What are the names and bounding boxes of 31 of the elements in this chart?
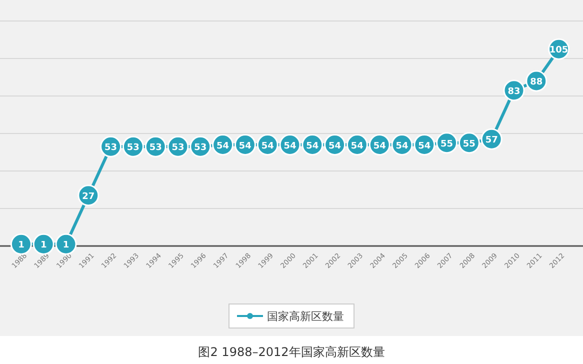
data-label: 53 (194, 143, 207, 154)
data-label: 54 (328, 141, 342, 152)
data-label: 54 (373, 141, 386, 152)
data-label: 53 (149, 143, 162, 154)
data-label: 27 (82, 192, 95, 202)
data-label: 54 (284, 141, 296, 152)
data-label: 1 (18, 240, 24, 251)
text: 图2 1988–2012年国家高新区数量 (198, 345, 385, 359)
data-label: 54 (306, 141, 319, 152)
data-label: 53 (172, 143, 184, 154)
data-label: 54 (350, 141, 364, 152)
data-label: 53 (104, 143, 118, 154)
point (32, 233, 54, 255)
data-label: 54 (261, 141, 274, 152)
data-label: 1 (40, 240, 47, 251)
point (10, 233, 32, 255)
data-label: 54 (418, 141, 431, 152)
data-label: 54 (396, 141, 408, 152)
data-label: 105 (549, 46, 568, 56)
data-label: 83 (508, 86, 520, 97)
legend-label: 国家高新区数量 (267, 310, 344, 323)
data-label: 88 (530, 78, 543, 88)
data-label: 55 (462, 139, 476, 150)
data-label: 54 (238, 141, 252, 152)
data-label: 53 (126, 143, 140, 154)
data-label: 55 (440, 139, 454, 150)
data-label: 1 (62, 240, 70, 251)
legend: 国家高新区数量 (228, 304, 354, 328)
data-label: 54 (216, 141, 230, 152)
data-label: 57 (485, 136, 498, 146)
point (55, 233, 77, 255)
